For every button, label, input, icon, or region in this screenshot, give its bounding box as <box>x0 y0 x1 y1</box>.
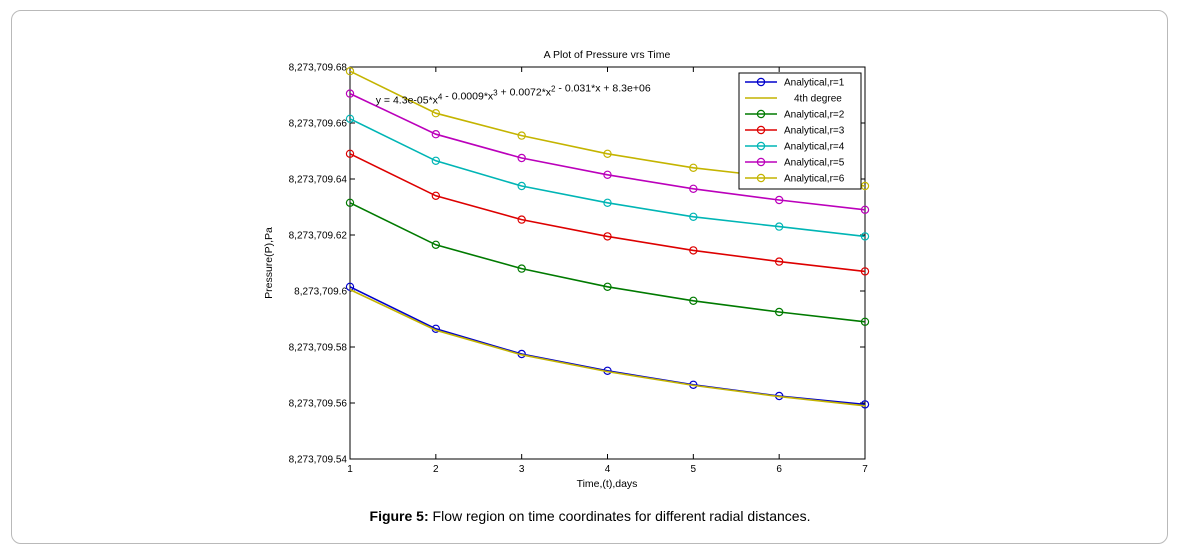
data-point <box>774 307 784 317</box>
y-tick-label: 8,273,709.64 <box>289 175 348 186</box>
legend-swatch-marker <box>756 77 766 87</box>
data-point <box>431 240 441 249</box>
data-point <box>517 215 526 224</box>
data-point <box>517 131 526 140</box>
data-point <box>860 267 870 276</box>
data-point <box>345 66 355 76</box>
legend-entry: Analytical,r=4 <box>745 142 845 153</box>
equation-term: y = 4.3e-05*x <box>376 94 439 106</box>
x-tick-label: 7 <box>862 464 868 475</box>
data-point <box>603 198 612 207</box>
series-layer <box>345 66 870 409</box>
data-point <box>431 129 441 139</box>
series-5 <box>345 114 870 241</box>
x-tick-label: 3 <box>519 464 525 475</box>
legend-entry: Analytical,r=1 <box>745 78 845 89</box>
legend-entry: Analytical,r=2 <box>745 110 845 121</box>
x-tick-label: 2 <box>433 464 439 475</box>
x-axis-label: Time,(t),days <box>577 478 638 490</box>
data-point <box>345 149 355 158</box>
legend-entry: Analytical,r=6 <box>745 174 845 185</box>
legend-swatch-marker <box>756 141 766 151</box>
legend-label: 4th degree <box>794 94 842 105</box>
data-point <box>345 89 355 98</box>
legend-box <box>738 72 862 190</box>
data-point <box>603 232 612 241</box>
y-tick-label: 8,273,709.62 <box>289 231 348 242</box>
legend-label: Analytical,r=1 <box>784 78 845 89</box>
data-point <box>860 400 870 409</box>
y-tick-label: 8,273,709.68 <box>289 63 348 74</box>
y-tick-label: 8,273,709.6 <box>294 287 347 298</box>
equation-text: y = 4.3e-05*x4 - 0.0009*x3 + 0.0072*x2 -… <box>376 82 651 106</box>
data-point <box>689 212 698 221</box>
data-point <box>774 257 784 266</box>
data-point <box>860 232 870 241</box>
data-point <box>689 296 698 305</box>
caption-label: Figure 5: <box>369 508 429 524</box>
legend-label: Analytical,r=2 <box>784 110 845 121</box>
legend-swatch-marker <box>756 109 766 119</box>
y-tick-label: 8,273,709.58 <box>289 343 348 354</box>
series-3 <box>345 198 870 326</box>
equation-annotation: y = 4.3e-05*x4 - 0.0009*x3 + 0.0072*x2 -… <box>376 82 651 106</box>
series-line <box>349 118 866 238</box>
series-line <box>349 202 866 323</box>
legend-label: Analytical,r=5 <box>784 158 845 169</box>
equation-exponent: 4 <box>438 92 443 101</box>
data-point <box>603 170 612 179</box>
series-line <box>349 153 866 273</box>
legend-entry: Analytical,r=3 <box>745 126 845 137</box>
legend-swatch-marker <box>756 173 766 183</box>
data-point <box>689 246 698 255</box>
legend-label: Analytical,r=6 <box>784 174 845 185</box>
data-point <box>345 114 355 123</box>
x-tick-label: 5 <box>691 464 697 475</box>
legend-entry: Analytical,r=5 <box>745 158 845 169</box>
legend-label: Analytical,r=4 <box>784 142 845 153</box>
series-line <box>349 92 866 211</box>
caption-text: Flow region on time coordinates for diff… <box>428 508 811 524</box>
data-point <box>345 198 355 207</box>
data-point <box>517 264 526 273</box>
data-point <box>774 222 784 231</box>
data-point <box>603 149 612 158</box>
equation-exponent: 2 <box>551 84 556 93</box>
equation-term: - 0.0009*x <box>442 90 494 102</box>
legend-swatch-marker <box>756 125 766 135</box>
equation-term: + 0.0072*x <box>498 86 552 98</box>
series-2 <box>349 288 866 407</box>
data-point <box>774 195 784 205</box>
legend: Analytical,r=1 4th degree Analytical,r=2 An… <box>738 72 862 190</box>
x-tick-label: 1 <box>347 464 353 475</box>
y-tick-label: 8,273,709.54 <box>289 455 348 466</box>
data-point <box>517 181 526 191</box>
legend-label: Analytical,r=3 <box>784 126 845 137</box>
series-6 <box>345 89 870 214</box>
y-tick-label: 8,273,709.66 <box>289 119 348 130</box>
data-point <box>517 153 526 163</box>
data-point <box>431 191 441 200</box>
legend-entry: 4th degree <box>745 94 842 105</box>
x-tick-label: 4 <box>605 464 611 475</box>
axes: 1 2 3 4 5 6 7 8,273,709.54 8,273,709.56 8,273,709… <box>289 63 869 476</box>
data-point <box>689 184 698 193</box>
chart-title: A Plot of Pressure vrs Time <box>544 49 671 61</box>
equation-term: - 0.031*x + 8.3e+06 <box>556 82 651 94</box>
data-point <box>603 282 612 291</box>
series-4 <box>345 149 870 276</box>
data-point <box>689 163 698 172</box>
y-axis-label: Pressure(P),Pa <box>263 227 275 299</box>
data-point <box>860 317 870 326</box>
x-tick-label: 6 <box>776 464 782 475</box>
figure-caption: Figure 5: Flow region on time coordinate… <box>0 508 1180 524</box>
series-line <box>349 288 866 407</box>
data-point <box>431 156 441 165</box>
data-point <box>431 108 441 118</box>
equation-exponent: 3 <box>493 88 498 97</box>
legend-swatch-marker <box>756 157 766 167</box>
data-point <box>860 205 870 214</box>
y-tick-label: 8,273,709.56 <box>289 399 348 410</box>
